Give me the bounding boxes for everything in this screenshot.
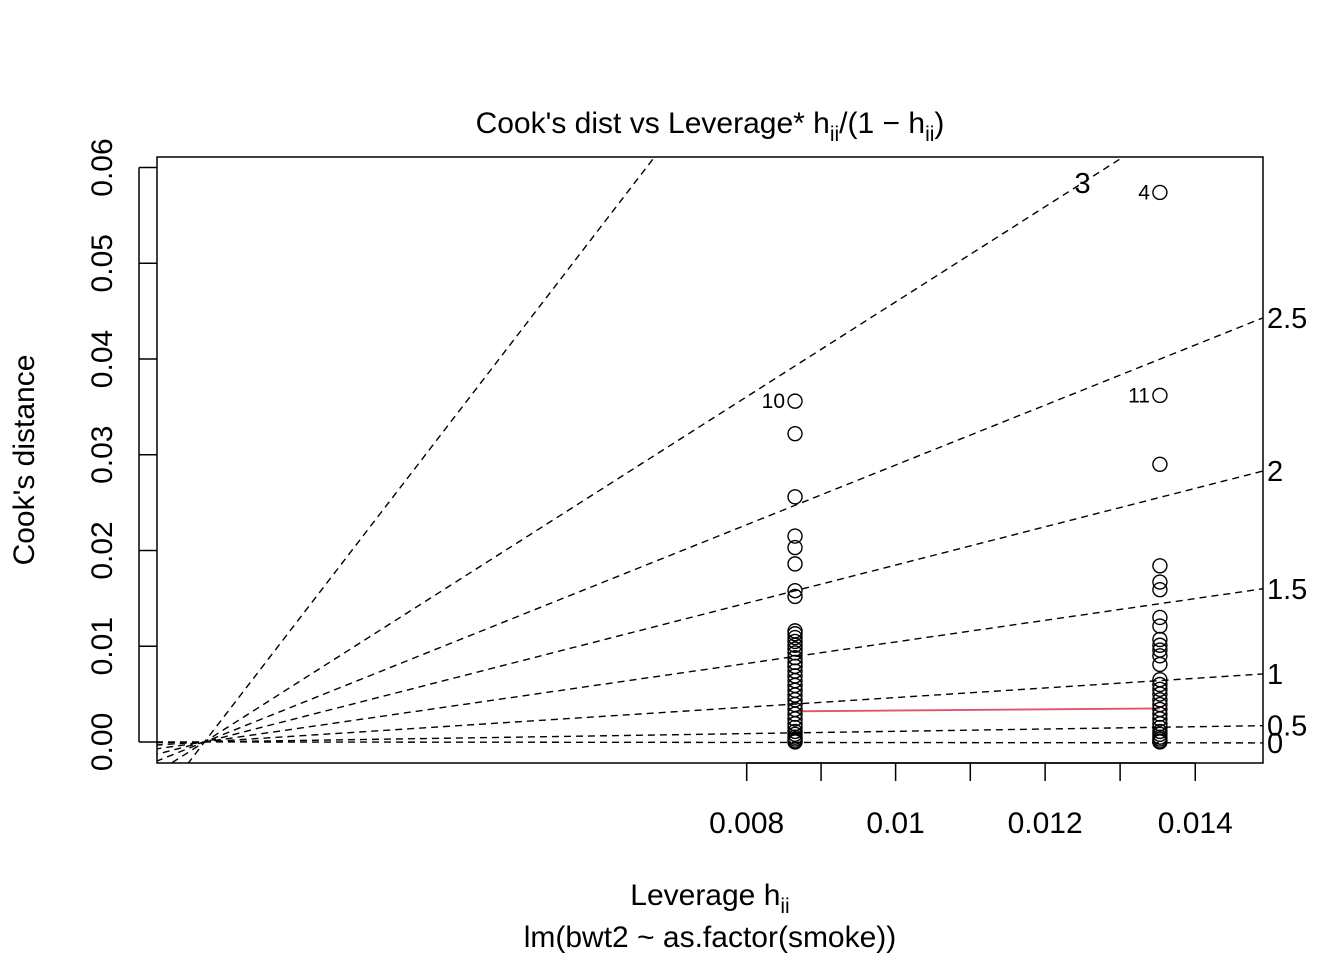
point-labels: 4 10 11 [762, 181, 1151, 413]
contour-label: 2 [1267, 456, 1283, 488]
title-mid: /(1 − h [839, 107, 925, 140]
x-label-main: Leverage h [630, 879, 780, 912]
data-point [1152, 582, 1168, 598]
data-point [1152, 387, 1168, 404]
data-point [787, 637, 803, 653]
smoother-layer [795, 707, 1160, 713]
data-point [787, 626, 803, 642]
x-label-sub: ii [780, 895, 789, 918]
contour-line [157, 588, 1263, 750]
point-label: 4 [1138, 181, 1150, 204]
contour-label: 0 [1267, 728, 1283, 760]
data-point [1152, 734, 1168, 750]
contour-line [170, 157, 1125, 763]
y-tick-label: 0.02 [86, 521, 119, 579]
model-caption: lm(bwt2 ~ as.factor(smoke)) [524, 921, 897, 954]
title-sub-1: ii [830, 123, 839, 146]
data-point [787, 425, 803, 442]
title-sub-2: ii [925, 123, 934, 146]
contour-line [157, 317, 1263, 762]
data-point [1152, 456, 1168, 473]
data-point [1152, 681, 1168, 697]
data-point [787, 588, 803, 605]
data-point [787, 393, 803, 409]
point-label: 10 [762, 390, 785, 413]
contour-line [157, 724, 1263, 744]
plot-frame [156, 156, 1264, 764]
contour-label: 1.5 [1267, 574, 1307, 606]
data-points [787, 184, 1168, 750]
data-point [787, 629, 803, 646]
data-point [787, 539, 803, 556]
x-tick-label: 0.012 [1008, 807, 1083, 840]
data-point [787, 633, 803, 650]
x-axis-label: Leverage hii [630, 879, 789, 918]
x-tick-label: 0.01 [866, 807, 924, 840]
data-point [787, 582, 803, 599]
data-point [1152, 184, 1168, 201]
y-tick-label: 0.04 [86, 330, 119, 388]
point-label: 11 [1128, 384, 1150, 407]
data-point [1152, 676, 1168, 693]
x-tick-label: 0.014 [1158, 807, 1233, 840]
x-tick-label: 0.008 [709, 807, 784, 840]
data-point [1152, 558, 1168, 574]
data-point [1152, 574, 1168, 590]
data-point [787, 711, 803, 727]
y-tick-label: 0.03 [86, 426, 119, 484]
data-point [1152, 609, 1168, 626]
data-point [1152, 648, 1168, 664]
contour-label: 3 [1075, 168, 1091, 200]
title-end: ) [934, 107, 944, 140]
data-point [787, 489, 803, 505]
data-point [1152, 686, 1168, 702]
contour-line [157, 741, 1263, 744]
data-point [1152, 637, 1168, 653]
data-point [1152, 631, 1168, 648]
data-point [787, 734, 803, 750]
y-axis-label: Cook's distance [8, 355, 41, 566]
contour-labels: 00.5 1 1.5 2 2.5 3 [1075, 168, 1308, 760]
data-point [1152, 656, 1168, 673]
x-axis: 0.008 0.01 0.012 0.014 [709, 762, 1233, 840]
data-point [1152, 711, 1168, 727]
contour-label: 0.5 [1267, 711, 1307, 743]
contour-line [157, 673, 1263, 746]
y-axis: 0.00 0.01 0.02 0.03 0.04 0.05 0.06 [86, 138, 157, 771]
y-tick-label: 0.00 [86, 713, 119, 771]
y-tick-label: 0.01 [86, 617, 119, 675]
y-tick-label: 0.05 [86, 234, 119, 292]
chart-title: Cook's dist vs Leverage* hii/(1 − hii) [476, 107, 945, 146]
title-main: Cook's dist vs Leverage* h [476, 107, 830, 140]
data-point [787, 556, 803, 572]
contour-line [157, 470, 1263, 755]
y-tick-label: 0.06 [86, 138, 119, 196]
contour-line [187, 157, 656, 763]
contour-label: 2.5 [1267, 303, 1307, 335]
data-point [787, 528, 803, 544]
smoother-line [795, 707, 1160, 713]
contour-label: 1 [1267, 659, 1283, 691]
data-point [1152, 618, 1168, 634]
